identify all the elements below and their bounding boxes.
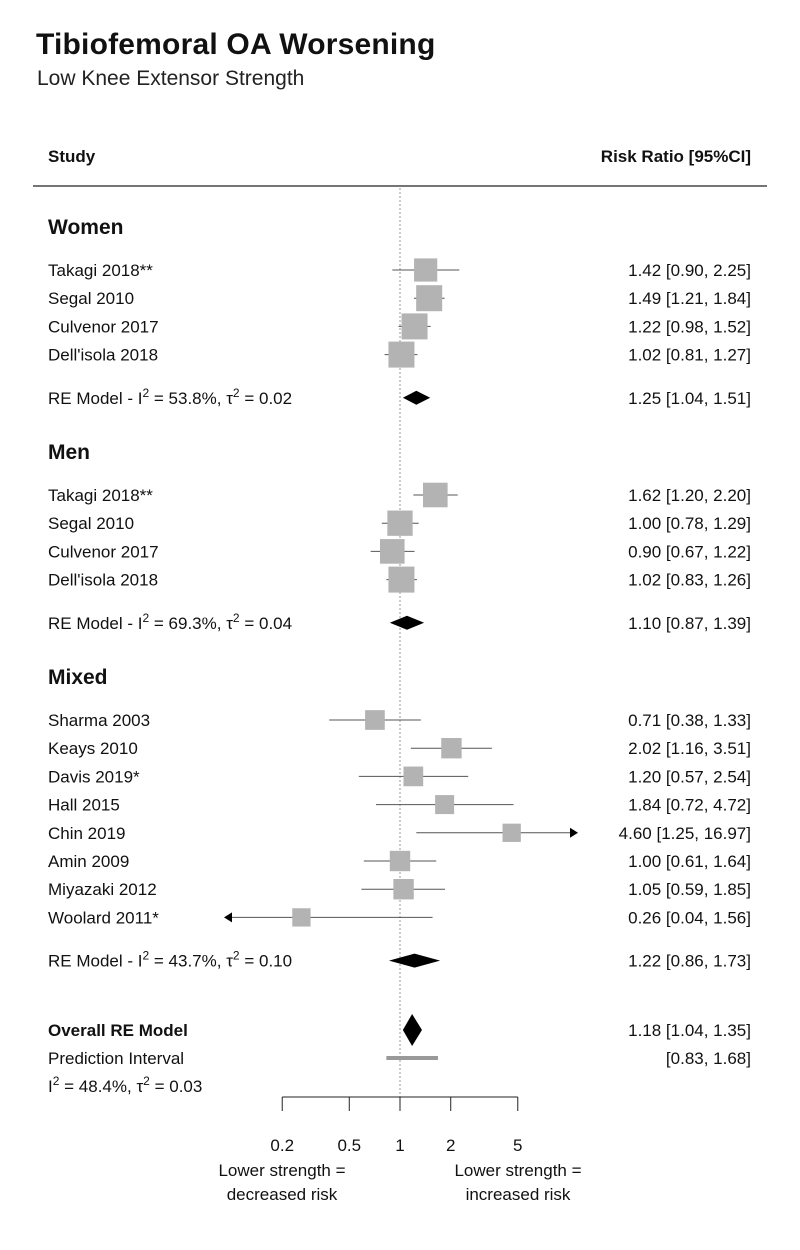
subgroup-model-label: RE Model - I2 = 53.8%, τ2 = 0.02 <box>48 386 292 408</box>
study-estimate: 1.00 [0.78, 1.29] <box>628 514 751 533</box>
study-point <box>365 710 385 730</box>
study-estimate: 1.62 [1.20, 2.20] <box>628 486 751 505</box>
study-point <box>292 908 311 927</box>
subgroup-diamond <box>389 615 425 630</box>
ci-arrow-right <box>570 827 578 838</box>
group-heading-mixed: Mixed <box>48 666 108 689</box>
study-estimate: 1.02 [0.81, 1.27] <box>628 346 751 365</box>
study-label: Amin 2009 <box>48 852 129 871</box>
x-tick-label: 2 <box>446 1136 455 1155</box>
subgroup-estimate: 1.10 [0.87, 1.39] <box>628 614 751 633</box>
study-point <box>387 510 413 536</box>
prediction-interval-estimate: [0.83, 1.68] <box>666 1049 751 1068</box>
x-note-right: increased risk <box>466 1185 571 1204</box>
subgroup-model-label: RE Model - I2 = 43.7%, τ2 = 0.10 <box>48 949 292 971</box>
forest-marks: Women Takagi 2018** 1.42 [0.90, 2.25] Segal… <box>48 188 751 1204</box>
x-note-left: Lower strength = <box>218 1161 345 1180</box>
subgroup-model-label: RE Model - I2 = 69.3%, τ2 = 0.04 <box>48 611 292 633</box>
study-estimate: 1.22 [0.98, 1.52] <box>628 317 751 336</box>
subgroup-diamond <box>388 953 441 968</box>
study-point <box>423 482 448 508</box>
overall-heterogeneity: I2 = 48.4%, τ2 = 0.03 <box>48 1074 202 1096</box>
study-point <box>435 795 455 815</box>
study-point <box>441 738 462 759</box>
study-label: Davis 2019* <box>48 767 140 786</box>
study-label: Dell'isola 2018 <box>48 571 158 590</box>
study-estimate: 4.60 [1.25, 16.97] <box>619 824 751 843</box>
study-label: Sharma 2003 <box>48 711 150 730</box>
effect-column-header: Risk Ratio [95%CI] <box>601 147 751 166</box>
prediction-interval-label: Prediction Interval <box>48 1049 184 1068</box>
group-heading-women: Women <box>48 216 123 239</box>
ci-arrow-left <box>224 912 232 923</box>
x-note-right: Lower strength = <box>454 1161 581 1180</box>
overall-model-label: Overall RE Model <box>48 1021 188 1040</box>
study-estimate: 2.02 [1.16, 3.51] <box>628 739 751 758</box>
study-estimate: 1.05 [0.59, 1.85] <box>628 880 751 899</box>
x-tick-label: 5 <box>513 1136 522 1155</box>
study-column-header: Study <box>48 147 96 166</box>
x-note-left: decreased risk <box>227 1185 338 1204</box>
x-tick-label: 0.5 <box>337 1136 361 1155</box>
study-point <box>416 285 443 312</box>
study-estimate: 1.84 [0.72, 4.72] <box>628 796 751 815</box>
subgroup-estimate: 1.22 [0.86, 1.73] <box>628 952 751 971</box>
study-label: Woolard 2011* <box>48 908 159 927</box>
study-estimate: 1.42 [0.90, 2.25] <box>628 261 751 280</box>
x-tick-label: 1 <box>395 1136 404 1155</box>
study-point <box>379 539 405 564</box>
x-tick-label: 0.2 <box>270 1136 294 1155</box>
study-label: Dell'isola 2018 <box>48 346 158 365</box>
study-label: Takagi 2018** <box>48 261 153 280</box>
study-point <box>403 766 424 787</box>
study-estimate: 1.02 [0.83, 1.26] <box>628 571 751 590</box>
study-label: Segal 2010 <box>48 289 134 308</box>
study-estimate: 0.71 [0.38, 1.33] <box>628 711 751 730</box>
study-estimate: 0.90 [0.67, 1.22] <box>628 542 751 561</box>
study-point <box>401 313 428 340</box>
overall-diamond <box>402 1014 422 1046</box>
study-label: Chin 2019 <box>48 824 126 843</box>
study-estimate: 1.49 [1.21, 1.84] <box>628 289 751 308</box>
study-label: Takagi 2018** <box>48 486 153 505</box>
overall-estimate: 1.18 [1.04, 1.35] <box>628 1021 751 1040</box>
group-heading-men: Men <box>48 441 90 464</box>
study-label: Hall 2015 <box>48 796 120 815</box>
study-point <box>502 823 521 842</box>
study-estimate: 1.00 [0.61, 1.64] <box>628 852 751 871</box>
subgroup-estimate: 1.25 [1.04, 1.51] <box>628 389 751 408</box>
chart-subtitle: Low Knee Extensor Strength <box>37 67 305 90</box>
study-point <box>388 566 415 593</box>
study-estimate: 1.20 [0.57, 2.54] <box>628 767 751 786</box>
study-point <box>389 850 411 872</box>
study-estimate: 0.26 [0.04, 1.56] <box>628 908 751 927</box>
study-point <box>414 258 438 282</box>
subgroup-diamond <box>402 390 431 405</box>
study-point <box>393 879 414 900</box>
study-label: Miyazaki 2012 <box>48 880 157 899</box>
study-point <box>388 341 415 368</box>
study-label: Keays 2010 <box>48 739 138 758</box>
study-label: Culvenor 2017 <box>48 317 159 336</box>
chart-title: Tibiofemoral OA Worsening <box>36 28 436 61</box>
study-label: Culvenor 2017 <box>48 542 159 561</box>
study-label: Segal 2010 <box>48 514 134 533</box>
